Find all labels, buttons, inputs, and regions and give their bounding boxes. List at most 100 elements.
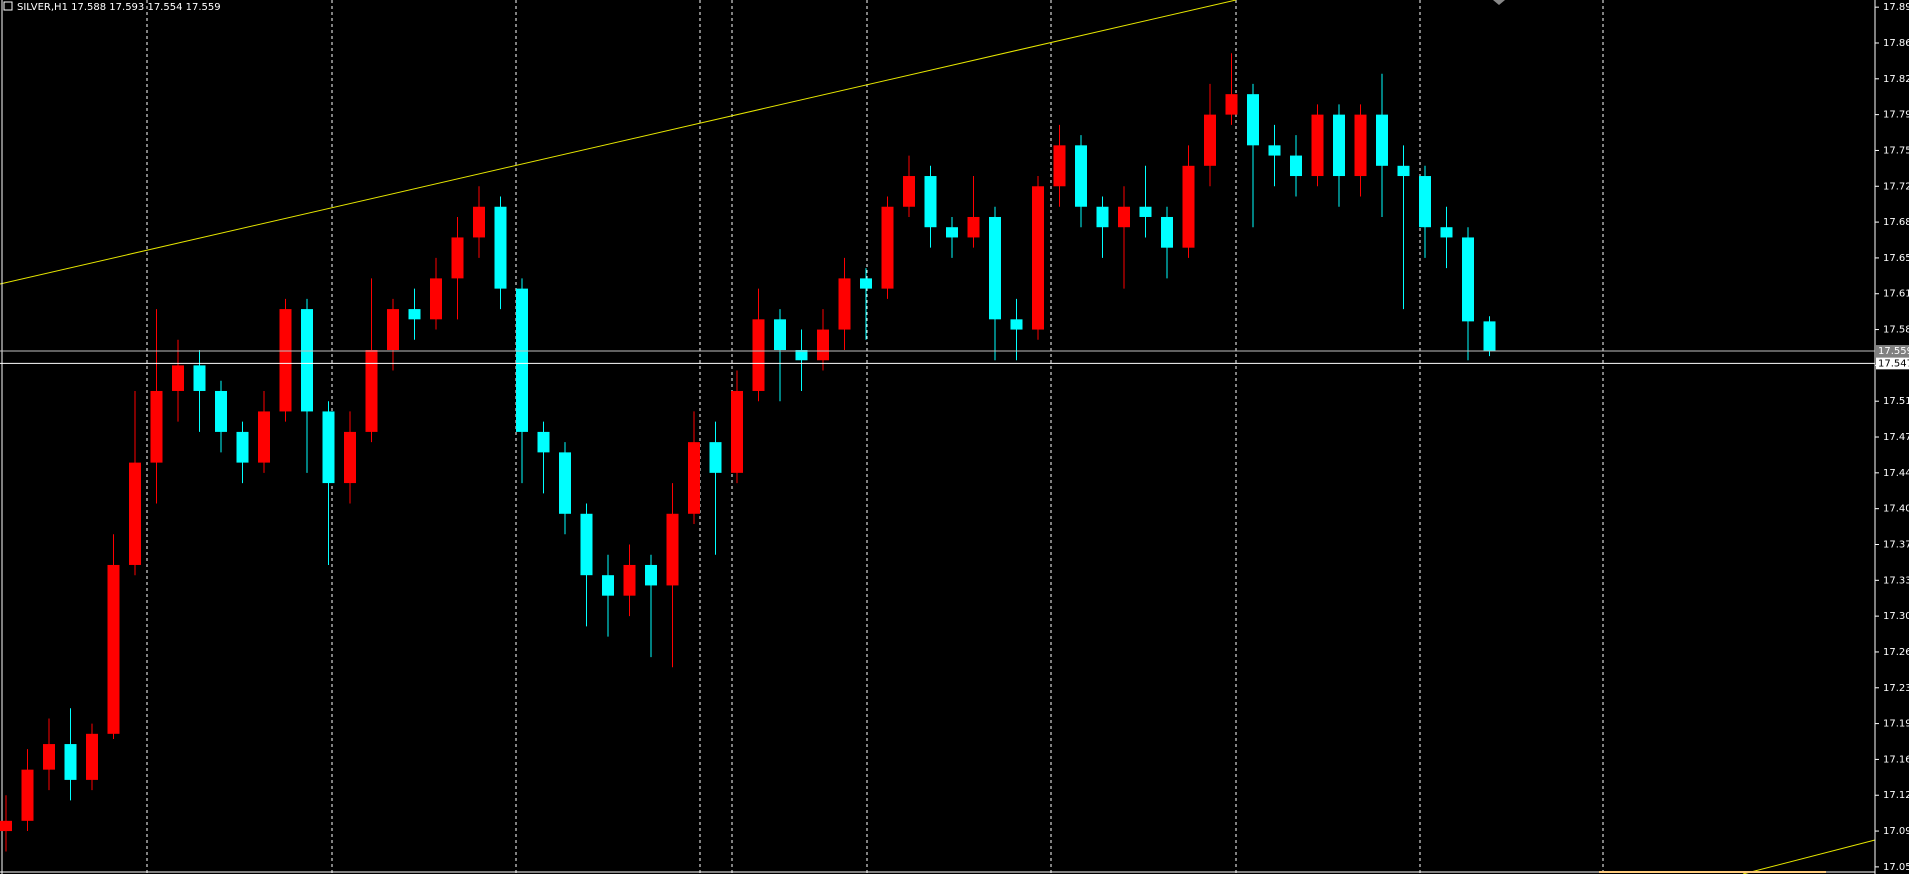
- candle-body: [645, 564, 657, 586]
- candle-body: [430, 278, 442, 320]
- candle-body: [107, 564, 120, 734]
- y-tick-label: 17.860: [1883, 38, 1909, 49]
- candle-body: [258, 411, 270, 463]
- y-tick-label: 17.265: [1883, 647, 1909, 658]
- candle-body: [1096, 206, 1109, 228]
- y-tick-label: 17.125: [1883, 790, 1909, 801]
- y-tick-label: 17.405: [1883, 504, 1909, 515]
- candle-body: [1397, 165, 1410, 177]
- marker: [1493, 0, 1505, 5]
- candle-body: [301, 309, 313, 412]
- candle-body: [1440, 227, 1453, 238]
- candle-body: [408, 309, 421, 320]
- y-tick-label: 17.825: [1883, 74, 1909, 85]
- y-tick-label: 17.720: [1883, 181, 1909, 192]
- period-separators: [146, 0, 1604, 874]
- candle-body: [1483, 321, 1496, 352]
- candle-body: [709, 442, 722, 473]
- candle-body: [129, 462, 141, 565]
- candle-body: [795, 350, 808, 361]
- candle-body: [86, 733, 98, 780]
- candle-body: [322, 411, 335, 484]
- candle-body: [1311, 114, 1324, 177]
- y-tick-label: 17.370: [1883, 539, 1909, 550]
- candle-body: [1118, 206, 1130, 228]
- candle-body: [236, 431, 249, 463]
- candle-body: [150, 390, 163, 463]
- candle-body: [193, 365, 206, 391]
- candle-body: [623, 564, 636, 596]
- y-tick-label: 17.650: [1883, 253, 1909, 264]
- candle-body: [688, 442, 700, 514]
- candle-body: [838, 278, 851, 330]
- candle-body: [1376, 114, 1388, 166]
- trend-line: [1742, 839, 1876, 874]
- candle-body: [473, 206, 485, 238]
- candle-body: [537, 431, 550, 453]
- candle-body: [1075, 145, 1087, 207]
- price-label: 17.559: [1878, 346, 1909, 357]
- candle-body: [21, 769, 34, 821]
- candle-body: [1462, 237, 1474, 322]
- candle-body: [365, 350, 378, 432]
- y-tick-label: 17.300: [1883, 611, 1909, 622]
- candle-body: [967, 216, 980, 238]
- candle-body: [1139, 206, 1152, 217]
- candle-body: [516, 288, 528, 432]
- candle-body: [559, 452, 571, 514]
- y-tick-label: 17.090: [1883, 826, 1909, 837]
- candle-body: [1247, 94, 1259, 146]
- candle-body: [881, 206, 894, 289]
- y-tick-label: 17.160: [1883, 754, 1909, 765]
- candle-body: [1010, 319, 1023, 330]
- candle-body: [731, 390, 743, 473]
- candle-body: [580, 513, 593, 576]
- y-tick-label: 17.335: [1883, 575, 1909, 586]
- candle-body: [172, 365, 184, 391]
- y-tick-label: 17.475: [1883, 432, 1909, 443]
- candle-body: [1204, 114, 1216, 166]
- trend-line: [0, 0, 1237, 285]
- candle-body: [903, 176, 915, 207]
- candle-body: [387, 309, 399, 351]
- candle-body: [989, 216, 1001, 320]
- chart-title: SILVER,H1 17.588 17.593 17.554 17.559: [17, 2, 221, 13]
- candle-body: [0, 820, 12, 832]
- price-label: 17.547: [1878, 358, 1909, 369]
- candle-body: [1333, 114, 1345, 177]
- y-tick-label: 17.055: [1883, 862, 1909, 873]
- candle-body: [494, 206, 507, 289]
- y-tick-label: 17.230: [1883, 683, 1909, 694]
- y-tick-label: 17.510: [1883, 396, 1909, 407]
- y-tick-label: 17.790: [1883, 110, 1909, 121]
- candle-body: [344, 431, 356, 484]
- candle-body: [1032, 186, 1044, 330]
- candle-body: [1225, 94, 1238, 115]
- candle-body: [43, 744, 55, 770]
- candle-body: [1161, 216, 1173, 248]
- y-tick-label: 17.685: [1883, 217, 1909, 228]
- candle-body: [279, 309, 292, 412]
- candle-body: [924, 176, 937, 228]
- candle-body: [860, 278, 872, 289]
- price-label-box: [1876, 357, 1909, 370]
- y-tick-label: 17.195: [1883, 719, 1909, 730]
- candle-body: [817, 329, 829, 361]
- y-tick-label: 17.755: [1883, 145, 1909, 156]
- candle-body: [774, 319, 786, 351]
- y-tick-label: 17.580: [1883, 325, 1909, 336]
- candle-body: [215, 390, 227, 432]
- candle-body: [602, 575, 614, 596]
- price-label-box: [1876, 345, 1909, 358]
- candle-body: [451, 237, 464, 279]
- candle-body: [1053, 145, 1066, 187]
- candle-body: [1182, 165, 1195, 248]
- candle-body: [752, 319, 765, 391]
- candle-body: [1354, 114, 1367, 177]
- candle-body: [946, 227, 958, 238]
- symbol-icon: [3, 1, 13, 11]
- candle-body: [1419, 176, 1431, 228]
